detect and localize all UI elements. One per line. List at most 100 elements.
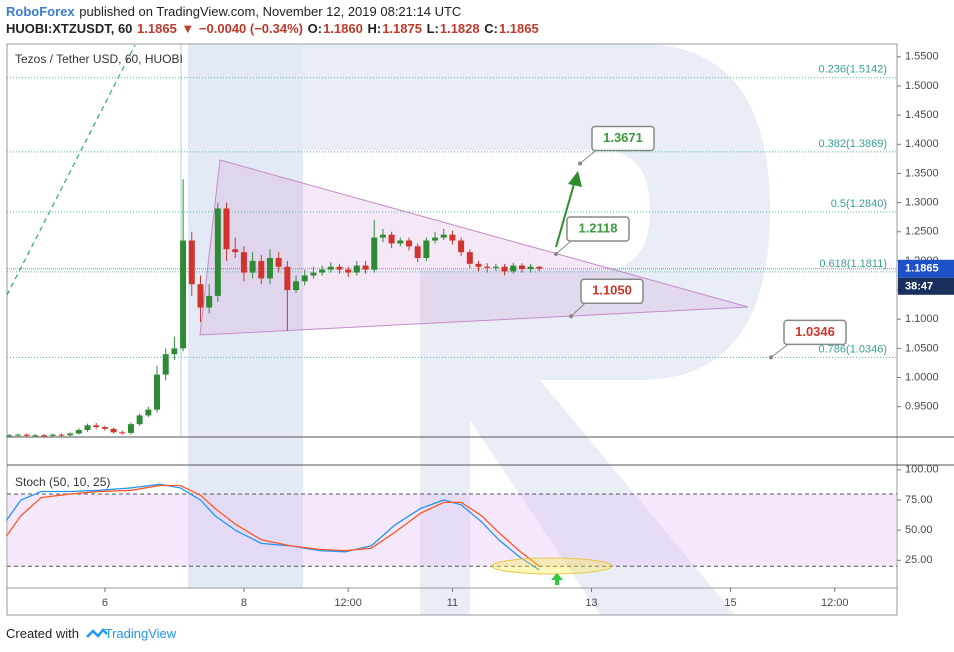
candle-body	[440, 234, 447, 238]
indicator-line	[5, 484, 540, 567]
candle-body	[214, 208, 221, 296]
brand[interactable]: TradingView	[104, 626, 177, 641]
y-tick-label: 1.3500	[905, 167, 939, 179]
candle-body	[127, 424, 134, 433]
forecast-arrowhead	[568, 171, 582, 187]
candle-body	[371, 237, 378, 270]
callout-point	[569, 314, 573, 319]
candle-body	[232, 249, 239, 253]
countdown-label: 38:47	[905, 281, 933, 293]
candle-body	[492, 266, 499, 268]
candle-body	[67, 433, 74, 436]
candle-body	[49, 434, 56, 436]
trend-line	[6, 44, 136, 296]
candle-body	[6, 435, 13, 437]
open-label: O:	[307, 21, 323, 36]
callout-pointer	[570, 302, 586, 317]
candle-body	[423, 240, 430, 258]
x-tick-label: 12:00	[821, 597, 849, 609]
candle-body	[518, 265, 525, 270]
symbol: HUOBI:XTZUSDT, 60	[6, 21, 133, 36]
forecast-arrow	[555, 183, 575, 248]
change: −0.0040 (−0.34%)	[198, 21, 303, 36]
candle-body	[15, 434, 22, 436]
fib-label: 0.786(1.0346)	[819, 343, 888, 355]
close-value: 1.1865	[498, 21, 539, 36]
y-tick-label: 1.0500	[905, 342, 939, 354]
change-arrow: ▼	[181, 21, 195, 36]
candle-body	[388, 234, 395, 244]
candle-body	[275, 257, 282, 267]
fib-label: 0.382(1.3869)	[819, 138, 888, 150]
candle-body	[362, 265, 369, 270]
callout-label: 1.1050	[592, 283, 632, 298]
callout-pointer	[770, 343, 789, 358]
x-tick-label: 8	[241, 597, 247, 609]
candle-body	[75, 430, 82, 434]
callout-box	[580, 278, 644, 305]
candle-body	[223, 208, 230, 250]
y-tick-label: 1.5500	[905, 51, 939, 63]
callout-label: 1.3671	[603, 130, 643, 145]
candle-body	[449, 234, 456, 241]
signal-arrow	[551, 573, 563, 585]
y-tick-label: 1.4500	[905, 109, 939, 121]
candle-body	[484, 266, 491, 268]
candle-body	[319, 269, 326, 273]
low-label: L:	[426, 21, 439, 36]
candle-body	[345, 269, 352, 273]
fib-label: 0.618(1.1811)	[819, 258, 887, 270]
candle-body	[310, 272, 317, 276]
candle-body	[466, 252, 473, 264]
overlay	[491, 171, 613, 585]
y-tick-label: 25.00	[905, 554, 933, 566]
candle-body	[206, 295, 213, 308]
plot-border	[6, 43, 898, 616]
callout-box	[591, 125, 655, 152]
candle-body	[188, 240, 195, 285]
callout-label: 1.2118	[578, 220, 617, 235]
callout-label: 1.0346	[795, 324, 835, 339]
high-value: 1.1875	[382, 21, 422, 36]
fib-label: 0.5(1.2840)	[831, 198, 887, 210]
created-with: Created with	[6, 626, 79, 641]
countdown-box	[898, 277, 954, 295]
high-label: H:	[367, 21, 382, 36]
overbought-band	[7, 493, 897, 567]
y-tick-label: 0.9500	[905, 401, 939, 413]
candle-body	[136, 415, 143, 425]
header-line-2: HUOBI:XTZUSDT, 60 1.1865 ▼ −0.0040 (−0.3…	[6, 21, 540, 36]
candle-body	[284, 266, 291, 291]
callout-box	[566, 216, 630, 242]
y-tick-label: 100.00	[905, 464, 939, 476]
candle-body	[432, 237, 439, 241]
fib-label: 0.236(1.5142)	[819, 64, 888, 76]
brand-logo	[86, 628, 108, 638]
header-line-1: RoboForex published on TradingView.com, …	[6, 4, 462, 19]
watermark-stem	[188, 44, 303, 588]
candle-body	[266, 257, 273, 279]
close-label: C:	[484, 21, 498, 36]
candle-body	[240, 252, 247, 273]
last-price-label: 1.1865	[905, 263, 939, 275]
candle-body	[353, 265, 360, 273]
candle-body	[405, 240, 412, 247]
x-tick-label: 15	[724, 597, 736, 609]
y-tick-label: 1.0000	[905, 371, 939, 383]
brand-logo-path	[86, 628, 108, 638]
x-tick-label: 11	[447, 597, 458, 609]
publisher: RoboForex	[6, 4, 75, 19]
candle-body	[301, 275, 308, 282]
indicator-line	[5, 483, 540, 571]
low-value: 1.1828	[439, 21, 480, 36]
candle-body	[32, 435, 39, 437]
candle-body	[145, 409, 152, 416]
candle-body	[119, 432, 126, 434]
indicator-legend: Stoch (50, 10, 25)	[15, 475, 110, 489]
x-tick-label: 13	[585, 597, 597, 609]
candle-body	[336, 266, 343, 270]
candle-body	[327, 266, 334, 270]
callout-pointer	[579, 150, 597, 164]
marks: 0.95001.00001.05001.10001.15001.20001.25…	[5, 51, 954, 609]
